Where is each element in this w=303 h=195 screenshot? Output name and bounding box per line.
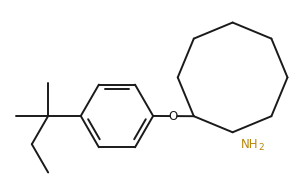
Text: 2: 2 [259,143,264,152]
Text: NH: NH [241,138,258,151]
Text: O: O [169,110,178,123]
